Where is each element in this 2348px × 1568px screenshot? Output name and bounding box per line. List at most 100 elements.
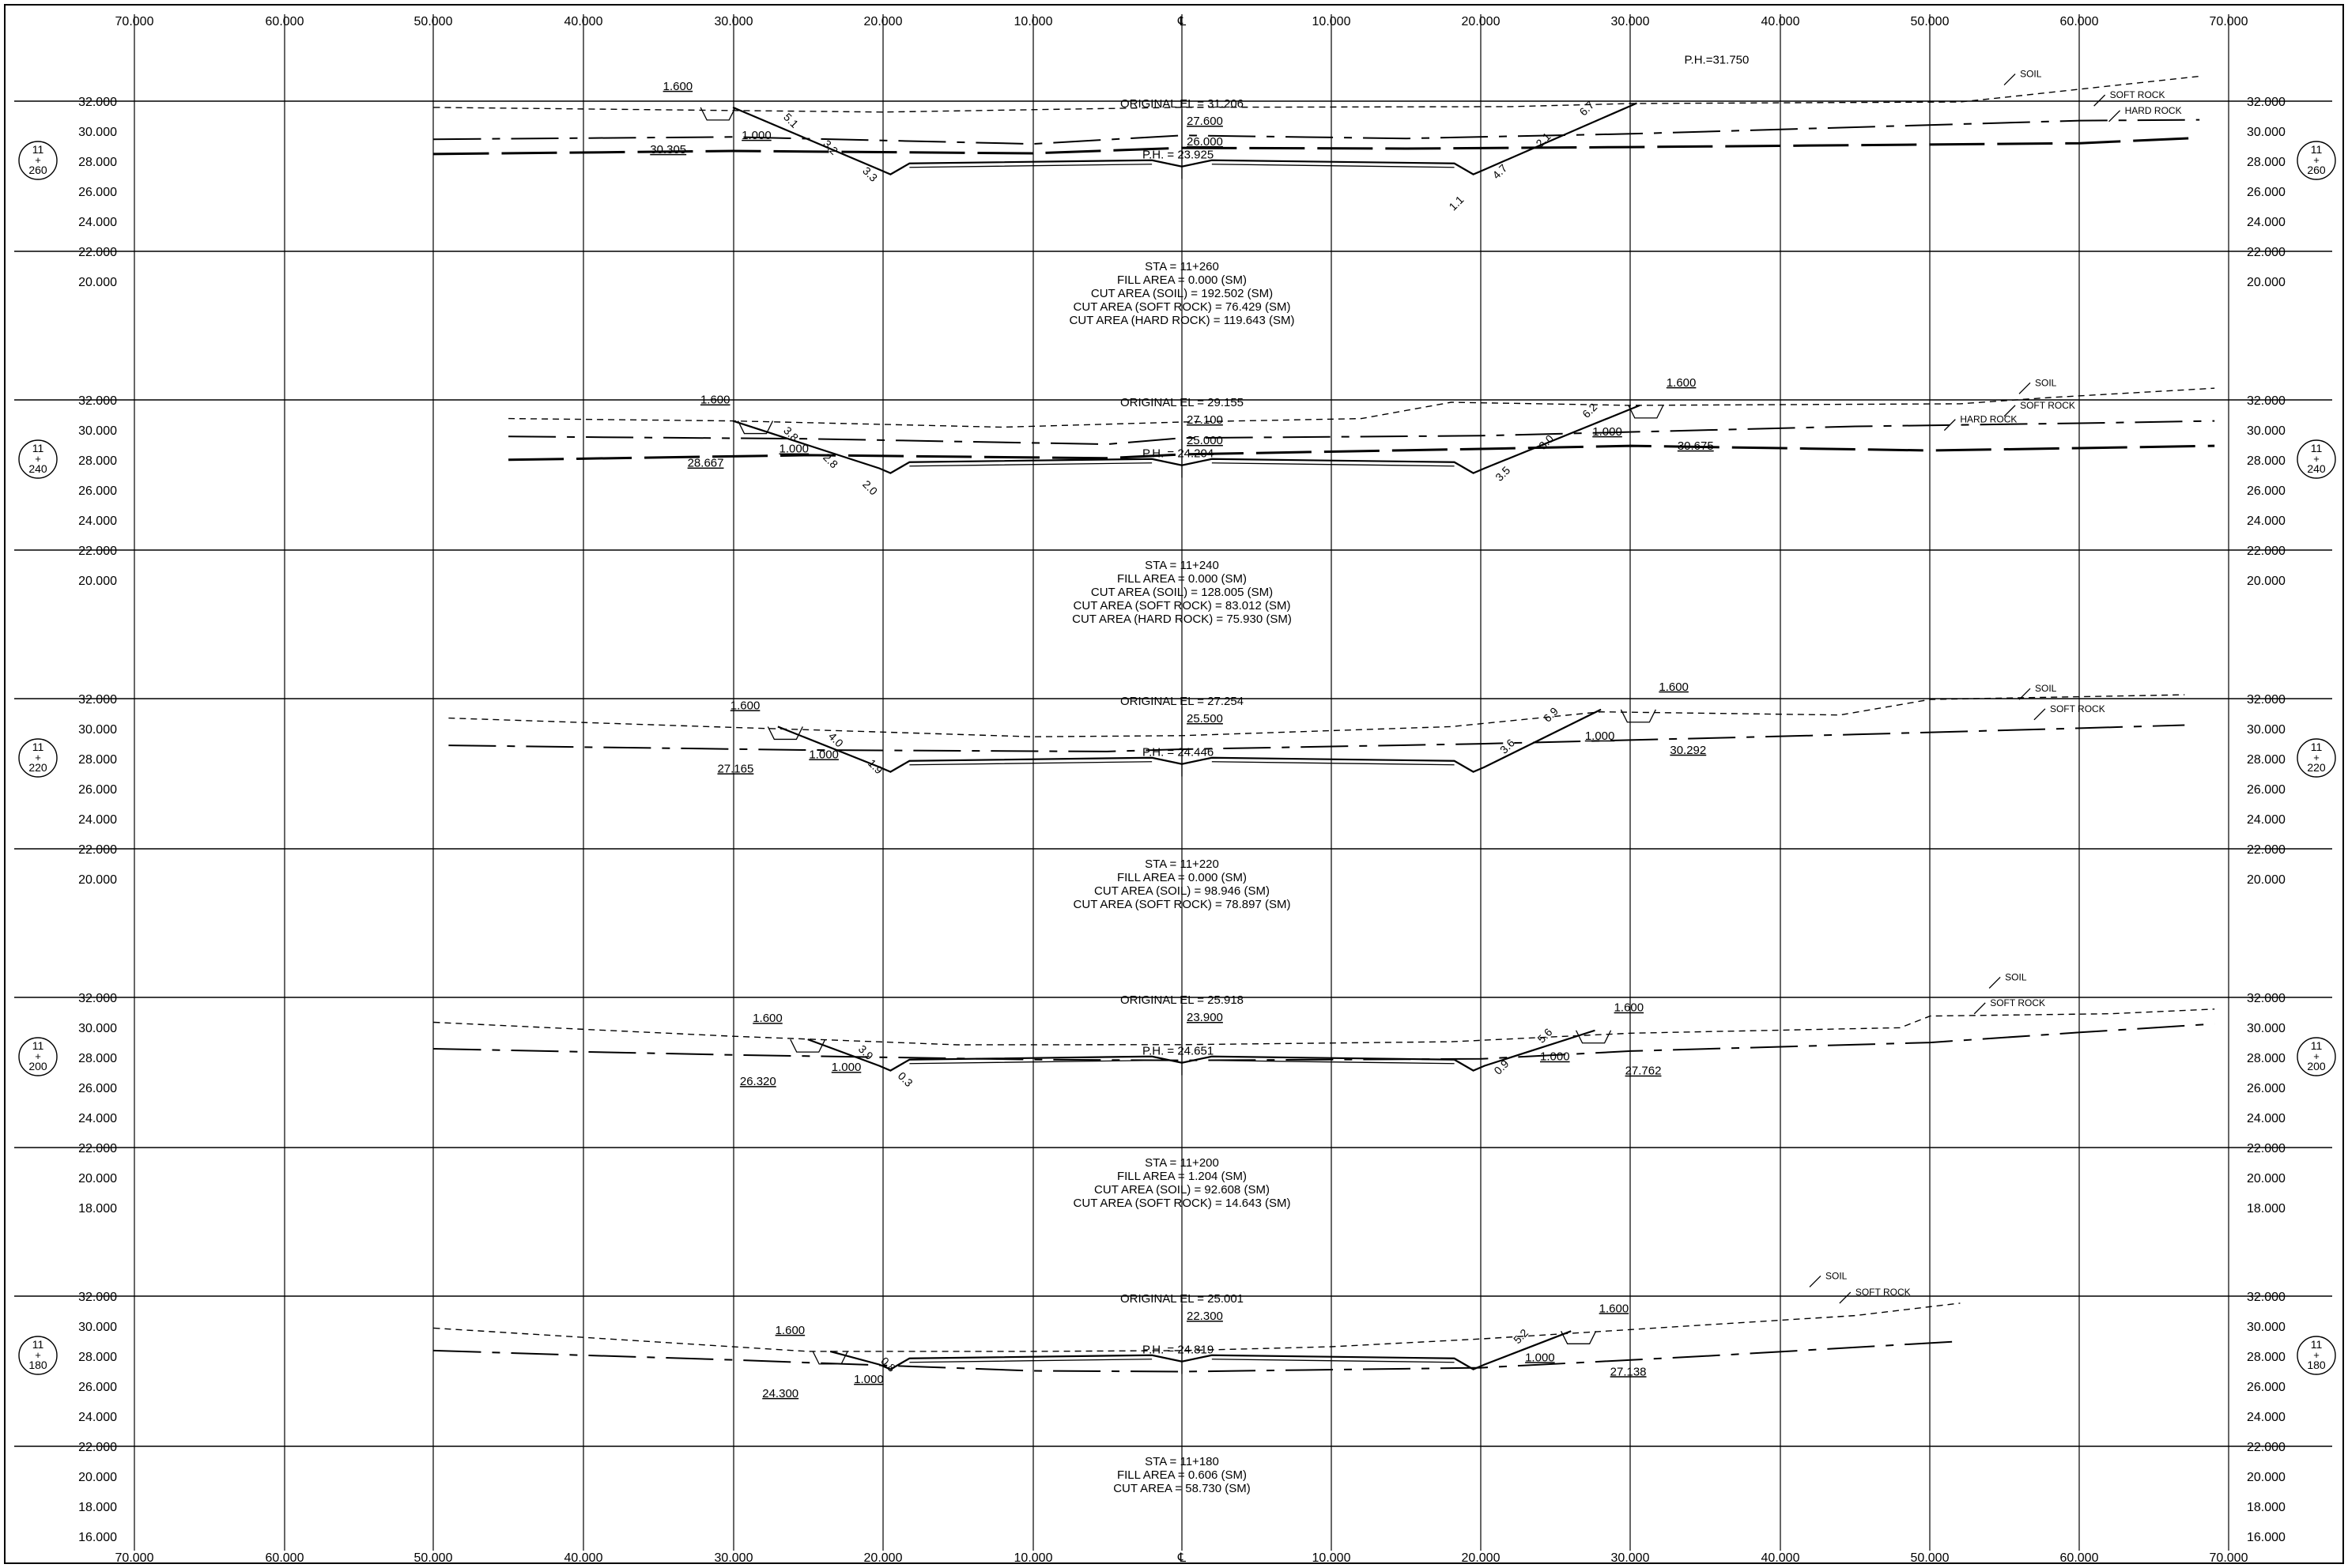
offset-label: ℄ [1177,15,1187,28]
section-1: 32.000 32.000 30.000 30.000 28.000 28.000 26.0… [14,376,2336,626]
slope-length: 4.7 [1489,161,1509,181]
elevation-label: 32.000 [78,693,117,707]
left-ditch-depth: 1.000 [779,443,809,456]
elevation-label: 32.000 [2247,394,2286,408]
layer-label: SOFT ROCK [1855,1287,1911,1298]
offset-label: 20.000 [1462,1551,1501,1565]
left-ditch-width: 1.600 [730,699,761,712]
elevation-label: 22.000 [78,1441,117,1454]
elevation-label: 24.000 [78,1112,117,1125]
area-summary-line: FILL AREA = 0.000 (SM) [1117,273,1247,287]
elevation-label: 24.000 [2247,514,2286,528]
leader-line [1988,976,2001,989]
elevation-label: 24.000 [2247,813,2286,827]
offset-label: 30.000 [1611,15,1650,28]
section-2: 32.000 32.000 30.000 30.000 28.000 28.000 26.0… [14,680,2336,911]
station-badge-km: 11 [2311,1338,2323,1351]
elevation-label: 30.000 [78,1022,117,1035]
elevation-label: 26.000 [2247,783,2286,797]
station-badge-plus: + [2313,1349,2320,1361]
station-badge-plus: + [35,453,41,465]
left-crest-elevation: 26.320 [740,1075,776,1088]
station-badge: 11+200 [2297,1037,2336,1076]
leader-line [2018,382,2031,394]
right-crest-label: P.H.=31.750 [1684,53,1749,66]
station-badge-m: 180 [28,1359,47,1371]
left-ditch-depth: 1.000 [809,748,839,761]
left-ditch-depth: 1.000 [742,129,772,142]
elevation-label: 32.000 [2247,693,2286,707]
right-ditch-width: 1.600 [1599,1302,1629,1315]
elevation-label: 20.000 [2247,276,2286,289]
leader-line [2003,74,2016,86]
elevation-label: 20.000 [2247,873,2286,887]
station-badge-m: 260 [28,164,47,176]
elevation-label: 22.000 [78,545,117,558]
offset-label: ℄ [1177,1551,1187,1565]
leader-line [1943,419,1956,432]
left-top-ditch [737,420,774,435]
profile-height: P.H. = 24.819 [1142,1344,1214,1357]
layer-label: SOIL [2005,971,2027,982]
original-ground-line [433,1302,1961,1352]
station-badge-m: 260 [2307,164,2326,176]
slope-length: 3.3 [860,164,880,184]
leader-line [2018,688,2031,700]
slope-length: 3.5 [1493,464,1512,484]
offset-label: 10.000 [1312,15,1351,28]
station-badge: 11+220 [2297,738,2336,778]
slope-length: 6.2 [1580,401,1599,420]
slope-length: 6.9 [1541,705,1561,725]
elevation-label: 30.000 [2247,1022,2286,1035]
offset-label: 40.000 [1761,15,1800,28]
pavement-layer [909,1060,1455,1065]
right-crest-elevation: 27.138 [1610,1365,1647,1378]
center-elevation: 25.500 [1187,712,1223,726]
original-elevation: ORIGINAL EL = 29.155 [1120,396,1244,409]
slope-length: 0.9 [1491,1057,1511,1077]
layer-label: SOIL [1825,1270,1848,1281]
offset-label: 40.000 [564,1551,603,1565]
offset-label: 60.000 [266,15,304,28]
right-ditch-depth: 1.000 [1592,425,1622,439]
station-badge-plus: + [35,154,41,166]
elevation-label: 26.000 [2247,1082,2286,1095]
offset-label: 50.000 [1911,15,1950,28]
leader-line [2108,110,2121,122]
center-elevation: 23.900 [1187,1011,1223,1024]
elevation-label: 32.000 [78,394,117,408]
offset-label: 10.000 [1014,1551,1053,1565]
offset-label: 40.000 [1761,1551,1800,1565]
station-badge-plus: + [2313,453,2320,465]
layer-label: SOFT ROCK [2110,89,2165,100]
right-crest-elevation: 30.292 [1670,744,1706,757]
area-summary-line: STA = 11+240 [1145,559,1219,572]
elevation-label: 24.000 [2247,216,2286,229]
area-summary-line: CUT AREA (HARD ROCK) = 75.930 (SM) [1072,612,1292,626]
right-ditch-width: 1.600 [1659,680,1689,694]
elevation-label: 30.000 [2247,1321,2286,1334]
elevation-label: 22.000 [2247,1441,2286,1454]
elevation-label: 28.000 [78,1351,117,1364]
elevation-label: 24.000 [78,813,117,827]
station-badge-plus: + [35,1050,41,1062]
top-offset-axis: 70.000 60.000 50.000 40.000 30.000 20.000 10.0… [115,15,2248,28]
pavement-layer [909,761,1455,766]
right-top-ditch [1620,709,1656,723]
offset-label: 10.000 [1312,1551,1351,1565]
station-badge-m: 220 [2307,761,2326,774]
station-badge-km: 11 [32,741,44,753]
elevation-label: 32.000 [2247,992,2286,1005]
original-ground-line [433,75,2200,113]
station-badge: 11+240 [18,439,58,479]
layer-label: HARD ROCK [2125,105,2182,116]
station-badge-m: 240 [2307,462,2326,475]
original-ground-line [448,694,2185,737]
slope-length: 1.1 [1446,193,1466,213]
hard-rock-line [433,136,2200,156]
layer-label: SOIL [2020,69,2042,80]
original-elevation: ORIGINAL EL = 25.918 [1120,993,1244,1007]
pavement-layer [909,164,1455,168]
offset-label: 60.000 [266,1551,304,1565]
soft-rock-line [508,420,2215,446]
